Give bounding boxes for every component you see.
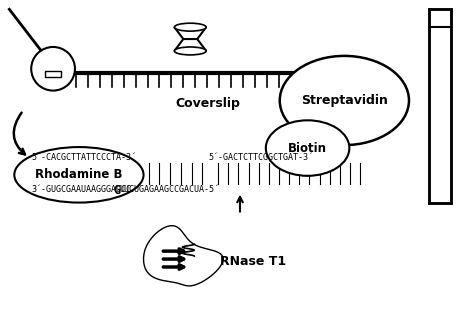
- Text: 5´-GACTCTTCGGCTGAT-3´: 5´-GACTCTTCGGCTGAT-3´: [208, 153, 313, 162]
- Polygon shape: [174, 39, 206, 51]
- Text: 3´-GUGCGAAUAAGGGAUCC: 3´-GUGCGAAUAAGGGAUCC: [31, 185, 131, 194]
- Text: RNase T1: RNase T1: [220, 255, 286, 268]
- Text: UUCUGAGAAGCCGACUA-5´: UUCUGAGAAGCCGACUA-5´: [119, 185, 219, 194]
- Text: Rhodamine B: Rhodamine B: [35, 168, 123, 181]
- Text: Streptavidin: Streptavidin: [301, 94, 388, 107]
- Bar: [45, 71, 61, 77]
- Text: 5´-CACGCTTATTCCCTA-3´: 5´-CACGCTTATTCCCTA-3´: [31, 153, 136, 162]
- Polygon shape: [174, 27, 206, 39]
- Ellipse shape: [14, 147, 144, 202]
- Bar: [433, 13, 447, 199]
- Ellipse shape: [266, 120, 349, 176]
- Polygon shape: [144, 226, 223, 286]
- Circle shape: [31, 47, 75, 91]
- Ellipse shape: [174, 23, 206, 31]
- Ellipse shape: [174, 47, 206, 55]
- Text: G: G: [114, 184, 121, 197]
- Text: Biotin: Biotin: [288, 142, 327, 155]
- Bar: [429, 9, 451, 202]
- Text: Coverslip: Coverslip: [175, 96, 240, 109]
- Ellipse shape: [280, 56, 409, 145]
